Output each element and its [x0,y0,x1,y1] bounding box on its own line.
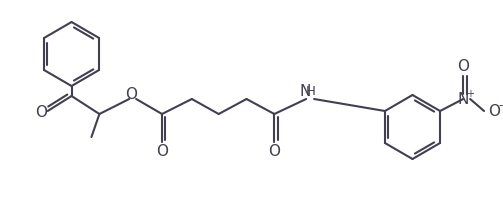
Text: N: N [458,92,469,107]
Text: O: O [125,87,137,102]
Text: O: O [268,144,280,159]
Text: O: O [35,105,47,120]
Text: O: O [457,59,469,74]
Text: H: H [306,85,316,98]
Text: O: O [156,144,168,159]
Text: +: + [466,89,474,98]
Text: N: N [299,84,311,99]
Text: O: O [488,104,500,119]
Text: -: - [498,99,503,112]
